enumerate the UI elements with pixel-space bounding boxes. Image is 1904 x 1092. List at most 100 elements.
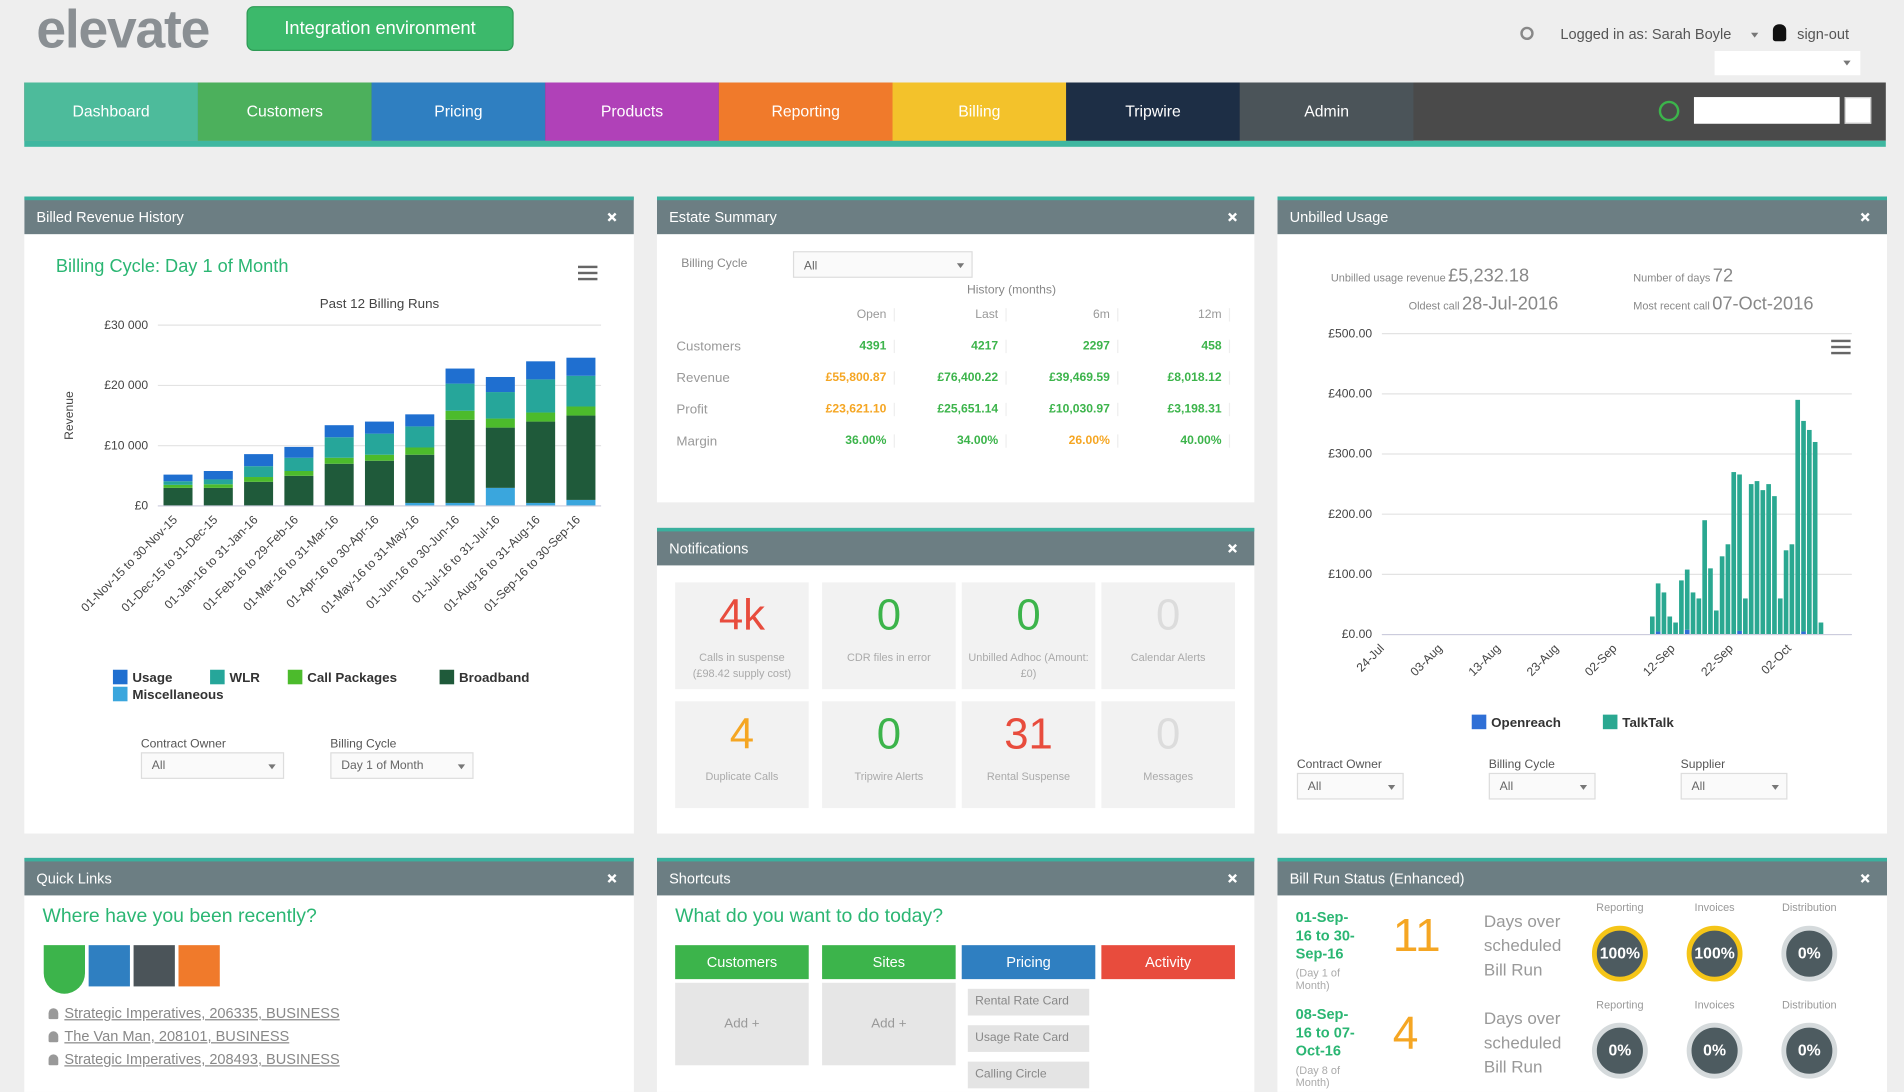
notification-tile[interactable]: 0 Tripwire Alerts (822, 701, 956, 809)
bar-segment (1684, 569, 1690, 630)
notification-tile[interactable]: 31 Rental Suspense (961, 701, 1096, 809)
bar-segment (1818, 622, 1824, 635)
bar-segment (284, 475, 314, 506)
filter-select[interactable]: All (1488, 772, 1596, 800)
bar-segment (163, 487, 193, 506)
y-tick-label: £200.00 (1328, 507, 1372, 521)
person-icon (48, 1054, 59, 1066)
bar-segment (364, 421, 394, 434)
filter-select[interactable]: All (792, 251, 973, 278)
panel-header (1277, 196, 1888, 235)
bar-segment (244, 481, 274, 506)
table-cell: £10,030.97 (1009, 402, 1119, 417)
bar-segment (1737, 630, 1742, 635)
menu-icon-line[interactable] (1831, 345, 1851, 349)
stage-gauge: 0% (1781, 1022, 1838, 1079)
days-over-label: Days over scheduled Bill Run (1483, 1008, 1562, 1077)
nav-item[interactable]: Billing (892, 82, 1067, 141)
panel-header (24, 857, 634, 896)
notification-label: Tripwire Alerts (854, 770, 924, 783)
table-group-label: History (months) (966, 283, 1057, 298)
stage-label: Invoices (1694, 901, 1735, 914)
bar-segment (526, 361, 556, 380)
recent-link[interactable]: Strategic Imperatives, 206335, BUSINESS (64, 1004, 340, 1022)
shortcut-header[interactable]: Activity (1101, 945, 1235, 980)
nav-item[interactable]: Admin (1239, 82, 1414, 141)
nav-item[interactable]: Customers (197, 82, 372, 141)
quick-link-button[interactable] (178, 945, 220, 987)
panel-header (656, 527, 1255, 566)
nav-underline (24, 140, 1886, 147)
nav-item[interactable]: Reporting (718, 82, 893, 141)
shortcut-header[interactable]: Customers (675, 945, 809, 980)
signout-link[interactable]: sign-out (1797, 25, 1850, 43)
close-glyph (607, 873, 617, 883)
bar-segment (1748, 484, 1754, 635)
notification-tile[interactable]: 4 Duplicate Calls (675, 701, 809, 809)
legend-swatch (439, 669, 455, 685)
shortcut-item[interactable]: Rental Rate Card (967, 988, 1090, 1016)
stat-label: Unbilled usage revenue (1330, 271, 1446, 284)
bar-segment (324, 425, 354, 438)
menu-icon-line[interactable] (1831, 351, 1851, 355)
quick-link-button[interactable] (88, 945, 130, 987)
notification-label: Calendar Alerts (1130, 651, 1206, 664)
shortcut-add[interactable]: Add + (675, 982, 809, 1066)
bar-segment (445, 383, 475, 411)
user-dropdown[interactable] (1714, 50, 1861, 76)
bar-segment (244, 466, 274, 478)
shortcut-item[interactable]: Calling Circle (967, 1061, 1090, 1089)
shortcut-add[interactable]: Add + (822, 982, 956, 1066)
bar-segment (203, 479, 233, 485)
filter-select[interactable]: All (1296, 772, 1404, 800)
shortcut-item[interactable]: Usage Rate Card (967, 1025, 1090, 1052)
notification-tile[interactable]: 0 Calendar Alerts (1101, 582, 1235, 690)
legend-label: Broadband (459, 670, 529, 685)
search-button[interactable] (1844, 97, 1872, 124)
notification-tile[interactable]: 0 Unbilled Adhoc (Amount: £0) (961, 582, 1096, 690)
caret (1387, 785, 1396, 790)
table-cell: 26.00% (1009, 434, 1119, 448)
shortcut-header[interactable]: Sites (822, 945, 956, 980)
shortcut-header[interactable]: Pricing (961, 945, 1096, 980)
stage-gauge: 100% (1591, 925, 1648, 982)
nav-item[interactable]: Tripwire (1066, 82, 1240, 141)
filter-select[interactable]: All (140, 752, 285, 779)
panel: Billed Revenue History £0 £10 000 £20 000 £3… (24, 196, 634, 834)
nav-item[interactable]: Dashboard (24, 82, 198, 141)
notification-tile[interactable]: 0 CDR files in error (822, 582, 956, 690)
stat-value: 07-Oct-2016 (1712, 293, 1814, 315)
filter-label: Contract Owner (1296, 758, 1382, 772)
panel-header (24, 196, 634, 235)
y-tick-label: £100.00 (1328, 567, 1372, 581)
filter-select[interactable]: All (1680, 772, 1788, 800)
menu-icon-line[interactable] (578, 265, 598, 269)
nav-item[interactable]: Products (545, 82, 719, 141)
days-over-count: 4 (1392, 1008, 1419, 1060)
bar-segment (284, 446, 314, 458)
quick-link-button[interactable] (43, 945, 86, 994)
recent-link[interactable]: Strategic Imperatives, 208493, BUSINESS (64, 1050, 340, 1068)
panel: Shortcuts What do you want to do today? Cu… (656, 857, 1255, 1092)
search-input[interactable] (1693, 97, 1840, 124)
bar-segment (526, 502, 556, 506)
notification-tile[interactable]: 0 Messages (1101, 701, 1235, 809)
bar-segment (1812, 441, 1818, 635)
panel-title: Bill Run Status (Enhanced) (1289, 869, 1465, 887)
recent-link[interactable]: The Van Man, 208101, BUSINESS (64, 1027, 290, 1045)
menu-icon-line[interactable] (578, 277, 598, 281)
notification-count: 0 (1155, 589, 1181, 640)
x-tick-label: 23-Aug (1524, 641, 1562, 679)
y-axis-label: Revenue (62, 391, 76, 440)
caret (268, 764, 276, 770)
menu-icon-line[interactable] (1831, 339, 1851, 343)
quick-link-button[interactable] (133, 945, 175, 987)
menu-icon-line[interactable] (578, 271, 598, 275)
bar-segment (405, 502, 435, 506)
notification-tile[interactable]: 4k Calls in suspense (£98.42 supply cost) (675, 582, 809, 690)
nav-item[interactable]: Pricing (371, 82, 546, 141)
notification-count: 0 (1155, 708, 1181, 759)
bar-segment (485, 418, 515, 428)
filter-select[interactable]: Day 1 of Month (330, 752, 474, 779)
bar-segment (1754, 481, 1760, 635)
